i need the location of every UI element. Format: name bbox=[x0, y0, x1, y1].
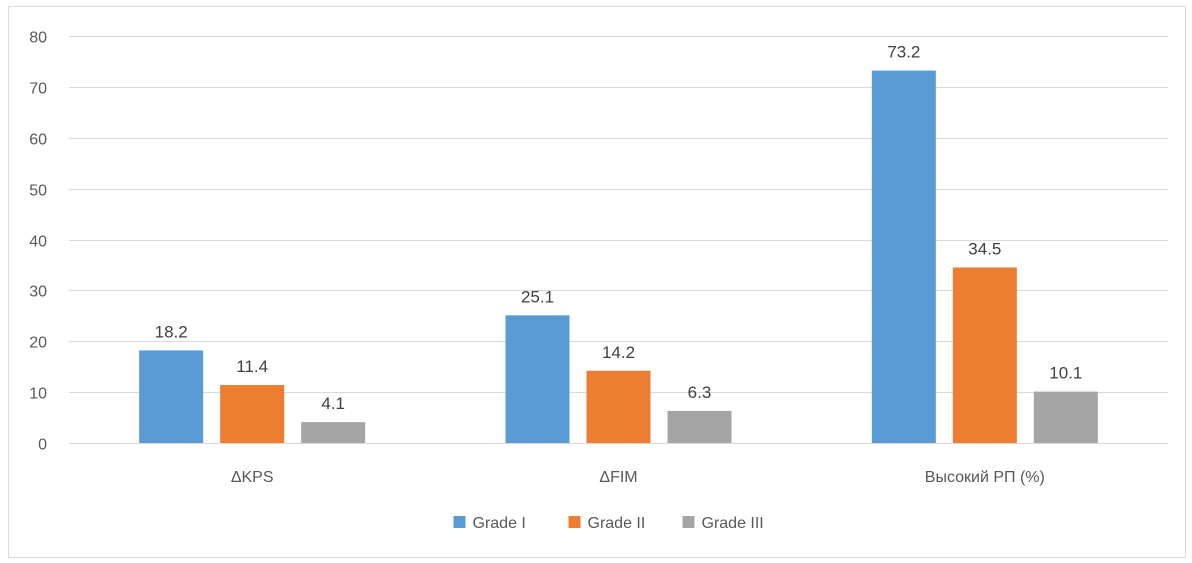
data-label: 11.4 bbox=[236, 357, 268, 376]
bar bbox=[505, 315, 570, 443]
bar bbox=[586, 370, 651, 443]
data-labels: 18.2 11.4 4.1 25.1 14.2 6.3 73.2 34.5 10.1 bbox=[155, 43, 1083, 414]
y-tick-label: 10 bbox=[29, 386, 47, 403]
data-label: 34.5 bbox=[968, 239, 1001, 258]
data-label: 6.3 bbox=[688, 383, 712, 402]
legend-label: Grade III bbox=[702, 515, 764, 532]
legend-swatch bbox=[453, 516, 466, 528]
data-label: 4.1 bbox=[321, 394, 345, 413]
bar bbox=[1033, 391, 1098, 443]
data-label: 25.1 bbox=[521, 287, 554, 306]
bar bbox=[952, 267, 1017, 443]
legend-item: Grade II bbox=[568, 515, 646, 532]
y-tick-label: 20 bbox=[29, 335, 47, 352]
legend-label: Grade II bbox=[588, 515, 646, 532]
y-tick-label: 50 bbox=[29, 183, 47, 200]
data-label: 10.1 bbox=[1049, 364, 1082, 383]
y-tick-label: 80 bbox=[29, 30, 47, 47]
y-tick-label: 70 bbox=[29, 81, 47, 98]
y-tick-label: 60 bbox=[29, 132, 47, 149]
legend-swatch bbox=[682, 516, 695, 528]
bar bbox=[301, 422, 366, 443]
y-tick-label: 40 bbox=[29, 234, 47, 251]
y-tick-label: 30 bbox=[29, 284, 47, 301]
category-label: Высокий РП (%) bbox=[925, 469, 1045, 486]
bar bbox=[220, 385, 285, 443]
bars bbox=[139, 70, 1098, 443]
bar bbox=[667, 410, 732, 443]
category-label: ΔFIM bbox=[599, 469, 637, 486]
y-tick-label: 0 bbox=[38, 437, 47, 454]
legend-swatch bbox=[568, 516, 581, 528]
legend: Grade I Grade II Grade III bbox=[453, 515, 764, 532]
legend-item: Grade III bbox=[682, 515, 764, 532]
legend-label: Grade I bbox=[473, 515, 526, 532]
data-label: 18.2 bbox=[155, 322, 188, 341]
data-label: 73.2 bbox=[887, 43, 920, 62]
bar bbox=[139, 350, 204, 443]
bar bbox=[871, 70, 936, 443]
category-label: ΔKPS bbox=[231, 469, 274, 486]
data-label: 14.2 bbox=[602, 343, 635, 362]
category-labels: ΔKPS ΔFIM Высокий РП (%) bbox=[231, 469, 1045, 486]
y-axis-tick-labels: 0 10 20 30 40 50 60 70 80 bbox=[29, 30, 47, 454]
legend-item: Grade I bbox=[453, 515, 526, 532]
